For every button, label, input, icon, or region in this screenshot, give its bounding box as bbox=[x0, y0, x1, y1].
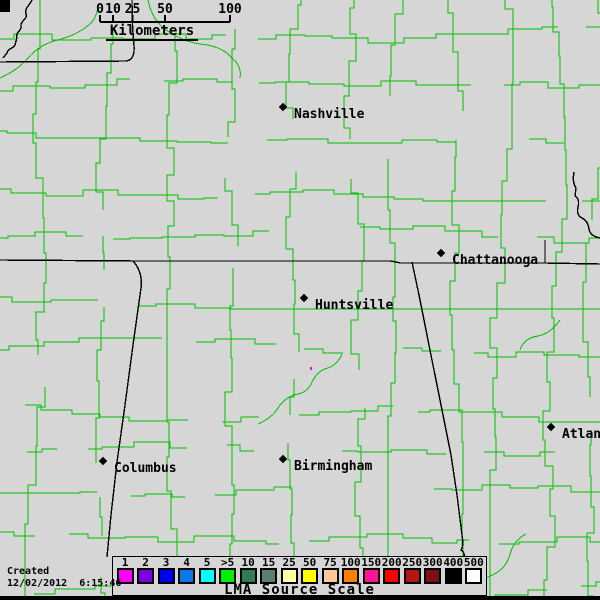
legend-entry: 15 bbox=[259, 557, 279, 584]
state-line-river bbox=[2, 0, 33, 59]
legend-entry-label: 2 bbox=[142, 556, 149, 569]
legend-entry-label: 5 bbox=[203, 556, 211, 569]
scale-bar-tick-label: 100 bbox=[218, 2, 242, 17]
legend-color-swatch bbox=[403, 568, 421, 584]
legend-entry-label: 300 bbox=[422, 556, 443, 569]
legend-color-swatch bbox=[321, 568, 339, 584]
legend-entry-label: 400 bbox=[443, 556, 464, 569]
legend-entry-label: >5 bbox=[220, 556, 235, 569]
legend-color-swatch bbox=[260, 568, 278, 584]
scale-bar-tick-label: 50 bbox=[157, 2, 173, 17]
legend-entry-label: 1 bbox=[121, 556, 129, 569]
legend-color-swatch bbox=[465, 568, 483, 584]
legend-entry: >5 bbox=[218, 557, 238, 584]
legend-title: LMA Source Scale bbox=[224, 582, 375, 598]
legend-entry-label: 3 bbox=[162, 556, 170, 569]
bottom-border-bar bbox=[0, 596, 600, 600]
city-label: Nashville bbox=[294, 107, 365, 122]
legend-entry-label: 500 bbox=[463, 556, 484, 569]
legend-color-swatch bbox=[157, 568, 175, 584]
city-label: Atlanta bbox=[562, 427, 600, 442]
legend-entry: 4 bbox=[177, 557, 197, 584]
river-line bbox=[519, 319, 561, 351]
legend-entry: 100 bbox=[341, 557, 361, 584]
created-label: Created bbox=[7, 566, 50, 577]
legend-entry: 75 bbox=[320, 557, 340, 584]
legend-entry: 2 bbox=[136, 557, 156, 584]
lma-source-dots bbox=[310, 367, 312, 370]
legend-entry-label: 75 bbox=[323, 556, 337, 569]
legend-color-swatch bbox=[362, 568, 380, 584]
legend-entry: 400 bbox=[443, 557, 463, 584]
source-scale-legend: 1 2 3 4 5 >5 10 15 25 50 75 100 150 200 250 300 400 500 L… bbox=[112, 556, 487, 598]
scale-bar-tick-label: 10 bbox=[105, 2, 121, 17]
legend-entry-label: 50 bbox=[303, 556, 317, 569]
created-time: 6:15:46 bbox=[79, 578, 122, 589]
legend-entry: 250 bbox=[402, 557, 422, 584]
legend-color-swatch bbox=[219, 568, 237, 584]
legend-entry: 150 bbox=[361, 557, 381, 584]
legend-entry-label: 25 bbox=[282, 556, 296, 569]
river-line bbox=[0, 3, 99, 79]
lma-source-dot bbox=[310, 367, 312, 370]
legend-entry: 200 bbox=[382, 557, 402, 584]
legend-entry-label: 200 bbox=[381, 556, 402, 569]
scale-bar-tick-label: 0 bbox=[96, 2, 104, 17]
city-label: Huntsville bbox=[315, 298, 394, 313]
city-label: Columbus bbox=[114, 461, 177, 476]
legend-entries: 1 2 3 4 5 >5 10 15 25 50 75 100 150 200 250 300 400 500 bbox=[113, 557, 486, 584]
legend-entry-label: 150 bbox=[361, 556, 382, 569]
state-line-nc bbox=[572, 171, 600, 239]
legend-entry-label: 4 bbox=[183, 556, 190, 569]
corner-box bbox=[0, 0, 10, 12]
legend-color-swatch bbox=[342, 568, 360, 584]
city-label: Birmingham bbox=[294, 459, 373, 474]
legend-color-swatch bbox=[444, 568, 462, 584]
legend-entry: 5 bbox=[197, 557, 217, 584]
legend-color-swatch bbox=[178, 568, 196, 584]
legend-color-swatch bbox=[239, 568, 257, 584]
river-line bbox=[257, 353, 343, 425]
created-timestamp: Created 12/02/2012 6:15:46 bbox=[7, 566, 121, 590]
legend-color-swatch bbox=[137, 568, 155, 584]
state-line-ms-al bbox=[106, 260, 143, 558]
legend-color-swatch bbox=[424, 568, 442, 584]
scale-bar-tick-label: 25 bbox=[124, 2, 141, 17]
created-date: 12/02/2012 bbox=[7, 578, 68, 589]
legend-entry: 300 bbox=[423, 557, 443, 584]
legend-entry-label: 15 bbox=[261, 556, 276, 569]
legend-entry: 500 bbox=[464, 557, 484, 584]
legend-entry: 50 bbox=[300, 557, 320, 584]
legend-color-swatch bbox=[198, 568, 216, 584]
scale-bar bbox=[99, 15, 231, 23]
legend-entry: 10 bbox=[238, 557, 258, 584]
scale-bar-unit-label: Kilometers bbox=[106, 24, 198, 41]
legend-color-swatch bbox=[280, 568, 298, 584]
legend-entry-label: 250 bbox=[402, 556, 423, 569]
legend-entry-label: 100 bbox=[340, 556, 361, 569]
city-label: Chattanooga bbox=[452, 253, 539, 268]
legend-entry-label: 10 bbox=[241, 556, 255, 569]
state-line-al-ga bbox=[411, 261, 465, 558]
legend-entry: 25 bbox=[279, 557, 299, 584]
legend-entry: 3 bbox=[156, 557, 176, 584]
legend-color-swatch bbox=[116, 568, 134, 584]
river-line bbox=[147, 0, 241, 79]
legend-entry: 1 bbox=[115, 557, 135, 584]
legend-color-swatch bbox=[301, 568, 319, 584]
state-line-tennessee-south bbox=[0, 259, 600, 265]
legend-color-swatch bbox=[383, 568, 401, 584]
